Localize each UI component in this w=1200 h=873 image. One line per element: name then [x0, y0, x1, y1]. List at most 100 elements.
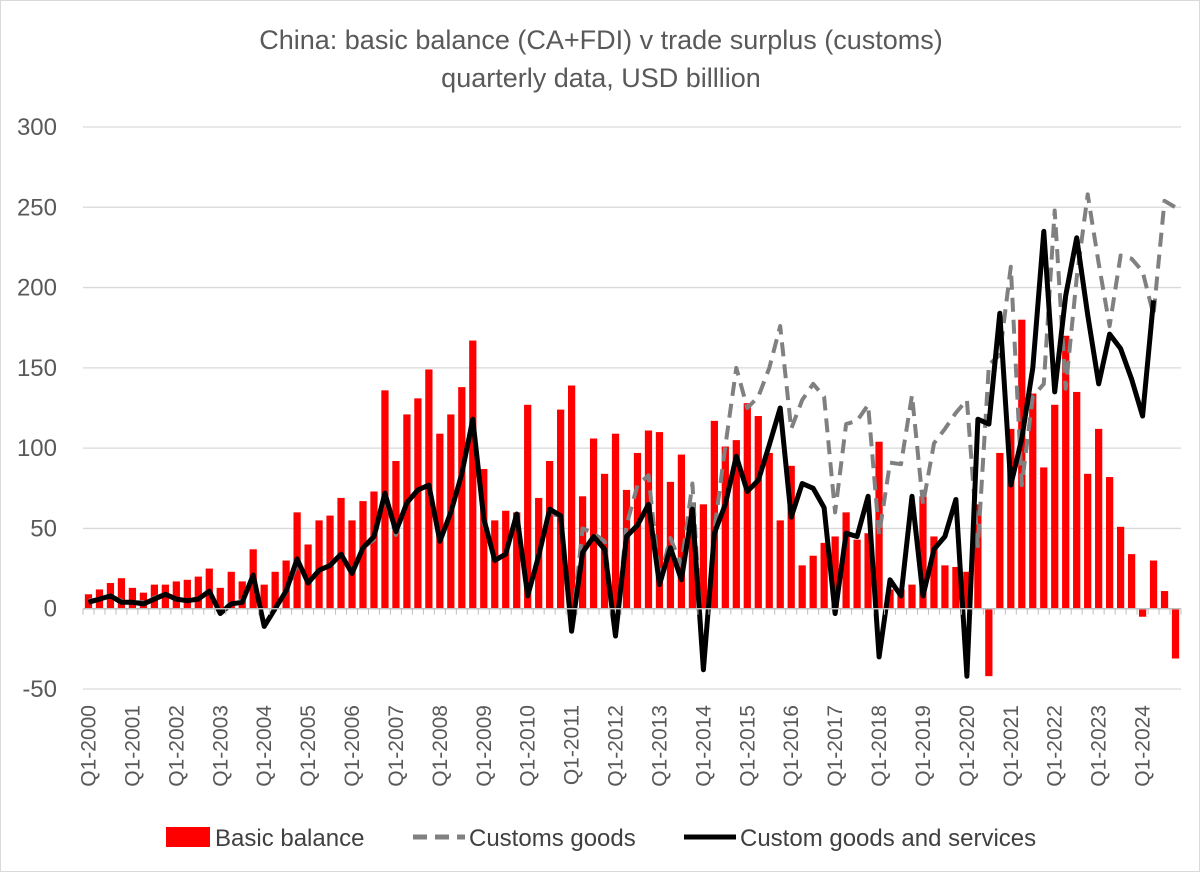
bar-basic-balance — [128, 587, 137, 609]
line-custom-goods-services — [87, 228, 1156, 679]
x-tick-label: Q1-2009 — [473, 705, 496, 787]
bar-basic-balance — [842, 512, 850, 609]
bar-basic-balance — [677, 454, 686, 609]
bar-basic-balance — [1051, 404, 1059, 609]
y-tick-label: 300 — [17, 114, 57, 141]
legend-label-customs-goods: Customs goods — [469, 825, 636, 852]
y-tick-label: 50 — [30, 515, 57, 542]
bar-basic-balance — [721, 446, 729, 609]
bar-basic-balance — [787, 465, 795, 609]
bar-basic-balance — [732, 440, 740, 609]
x-tick-label: Q1-2004 — [253, 705, 276, 787]
bar-basic-balance — [633, 452, 642, 609]
bar-basic-balance — [359, 501, 367, 609]
gridlines — [83, 126, 1181, 690]
bar-basic-balance — [952, 566, 960, 609]
x-tick-label: Q1-2002 — [165, 705, 188, 787]
bar-basic-balance — [502, 510, 510, 609]
bar-basic-balance — [710, 420, 718, 609]
x-tick-label: Q1-2024 — [1132, 705, 1155, 787]
bar-basic-balance — [1095, 428, 1103, 609]
bar-basic-balance — [194, 576, 202, 609]
bar-basic-balance — [941, 565, 949, 609]
legend-swatch-basic-balance — [166, 827, 210, 847]
bar-basic-balance — [655, 432, 664, 609]
bar-basic-balance — [172, 581, 180, 609]
bar-basic-balance — [271, 571, 279, 609]
bar-basic-balance — [974, 504, 982, 609]
bar-basic-balance — [1106, 477, 1114, 609]
x-tick-label: Q1-2014 — [692, 705, 715, 787]
y-axis-ticks: -50 0 50 100 150 200 250 300 — [17, 114, 57, 703]
x-tick-label: Q1-2018 — [868, 705, 891, 787]
y-tick-label: 150 — [17, 355, 57, 382]
bar-basic-balance — [1160, 591, 1169, 609]
bar-basic-balance — [238, 581, 246, 609]
bar-basic-balance — [1116, 526, 1125, 609]
bar-basic-balance — [227, 571, 235, 609]
x-tick-label: Q1-2000 — [77, 705, 100, 787]
y-tick-label: 250 — [17, 194, 57, 221]
x-tick-label: Q1-2013 — [648, 705, 671, 787]
x-tick-label: Q1-2020 — [956, 705, 979, 787]
bar-basic-balance — [908, 584, 916, 609]
x-tick-label: Q1-2006 — [341, 705, 364, 787]
bar-basic-balance — [403, 414, 411, 609]
y-tick-label: 100 — [17, 435, 57, 462]
bar-basic-balance — [963, 571, 971, 609]
legend-label-basic-balance: Basic balance — [215, 825, 364, 852]
chart-subtitle: quarterly data, USD billlion — [441, 63, 761, 93]
bar-basic-balance — [699, 504, 707, 609]
y-tick-label: -50 — [22, 676, 57, 703]
bar-basic-balance — [260, 584, 268, 609]
bar-basic-balance — [1138, 608, 1147, 617]
bar-basic-balance — [864, 533, 872, 609]
chart-title: China: basic balance (CA+FDI) v trade su… — [259, 25, 943, 55]
x-tick-label: Q1-2017 — [824, 705, 847, 787]
bar-basic-balance — [820, 542, 828, 609]
bar-basic-balance — [414, 398, 422, 609]
bar-basic-balance — [754, 416, 762, 609]
bar-basic-balance — [117, 578, 126, 609]
bar-basic-balance — [458, 387, 466, 609]
bar-basic-balance — [886, 589, 894, 609]
legend-label-custom-goods-services: Custom goods and services — [740, 825, 1036, 852]
x-tick-label: Q1-2010 — [517, 705, 540, 787]
bar-basic-balance — [688, 502, 697, 609]
bar-basic-balance — [524, 404, 532, 609]
bar-basic-balance — [370, 491, 378, 609]
bar-basic-balance — [897, 589, 905, 609]
bar-basic-balance — [491, 520, 499, 609]
x-tick-label: Q1-2005 — [297, 705, 320, 787]
bar-basic-balance — [743, 403, 751, 609]
bar-basic-balance — [765, 452, 773, 609]
bar-basic-balance — [1171, 608, 1180, 659]
bar-basic-balance — [1073, 391, 1081, 609]
bar-basic-balance — [996, 452, 1004, 609]
y-tick-label: 200 — [17, 275, 57, 302]
x-tick-label: Q1-2012 — [605, 705, 628, 787]
bar-basic-balance — [930, 536, 938, 609]
x-axis-ticks: Q1-2000 Q1-2001 Q1-2002 Q1-2003 Q1-2004 Q1-20… — [77, 608, 1182, 787]
bar-basic-balance — [216, 587, 224, 609]
bar-basic-balance — [436, 433, 444, 609]
bar-basic-balance — [348, 520, 356, 609]
y-tick-label: 0 — [44, 596, 57, 623]
bar-basic-balance — [919, 496, 927, 609]
bar-basic-balance — [567, 385, 576, 609]
bar-basic-balance — [853, 539, 861, 609]
bar-basic-balance — [809, 555, 817, 609]
bar-basic-balance — [546, 460, 554, 609]
bar-basic-balance — [985, 608, 993, 677]
x-tick-label: Q1-2021 — [1000, 705, 1023, 787]
bar-basic-balance — [183, 579, 191, 609]
bar-basic-balance — [1149, 560, 1158, 609]
x-tick-label: Q1-2007 — [385, 705, 408, 787]
x-tick-label: Q1-2016 — [780, 705, 803, 787]
bar-basic-balance — [315, 520, 323, 609]
bar-basic-balance — [1062, 335, 1070, 609]
legend: Basic balance Customs goods Custom goods… — [166, 825, 1036, 852]
bar-basic-balance — [304, 544, 312, 609]
x-tick-label: Q1-2003 — [209, 705, 232, 787]
